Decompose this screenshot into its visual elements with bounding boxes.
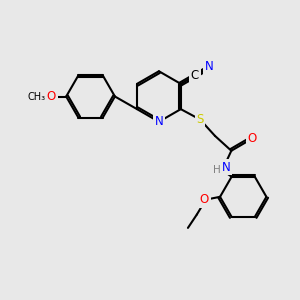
Text: N: N xyxy=(222,160,230,174)
Text: N: N xyxy=(154,115,163,128)
Text: S: S xyxy=(196,113,204,126)
Text: O: O xyxy=(47,90,56,103)
Text: O: O xyxy=(200,193,209,206)
Text: CH₃: CH₃ xyxy=(27,92,46,101)
Text: C: C xyxy=(191,69,199,82)
Text: N: N xyxy=(205,60,214,73)
Text: H: H xyxy=(213,165,221,175)
Text: O: O xyxy=(248,132,257,146)
